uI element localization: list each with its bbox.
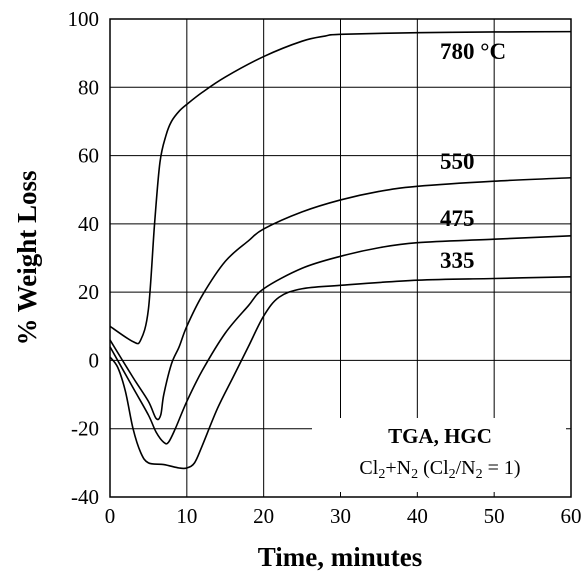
y-tick-label: -40 — [71, 485, 99, 509]
x-tick-label: 0 — [105, 504, 116, 528]
series-curve-550 — [109, 176, 572, 421]
y-tick-label: 60 — [78, 144, 99, 168]
y-axis-title: % Weight Loss — [12, 170, 42, 345]
y-tick-label: 100 — [68, 7, 100, 31]
series-curve-475 — [109, 235, 572, 445]
x-tick-label: 10 — [176, 504, 197, 528]
series-label-475: 475 — [440, 206, 475, 231]
x-tick-label: 30 — [330, 504, 351, 528]
x-tick-label: 50 — [484, 504, 505, 528]
plot-frame — [109, 18, 572, 498]
x-tick-label: 40 — [407, 504, 428, 528]
series-curve-335 — [109, 275, 572, 470]
series-label-335: 335 — [440, 248, 475, 273]
y-tick-label: 40 — [78, 212, 99, 236]
y-tick-label: 80 — [78, 75, 99, 99]
annotation-line-2: Cl2+N2 (Cl2/N2 = 1) — [359, 457, 520, 482]
annotation-box — [312, 418, 566, 492]
x-tick-labels: 0 10 20 30 40 50 60 — [105, 504, 582, 528]
series-curves — [109, 30, 572, 470]
y-tick-label: 0 — [89, 348, 100, 372]
series-label-550: 550 — [440, 149, 475, 174]
x-axis-title: Time, minutes — [258, 542, 423, 572]
x-tick-label: 60 — [561, 504, 582, 528]
y-tick-label: -20 — [71, 417, 99, 441]
annotation-line-1: TGA, HGC — [388, 424, 492, 448]
x-tick-label: 20 — [253, 504, 274, 528]
y-tick-label: 20 — [78, 280, 99, 304]
series-label-780: 780 °C — [440, 39, 506, 64]
series-curve-780 — [109, 30, 572, 345]
y-tick-labels: -40 -20 0 20 40 60 80 100 — [68, 7, 100, 509]
